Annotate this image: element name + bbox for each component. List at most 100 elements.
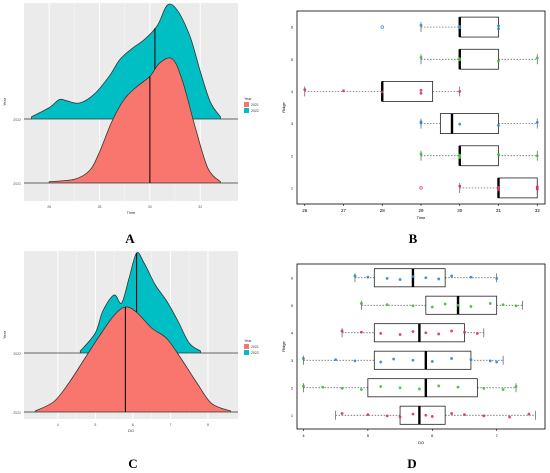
- boxplot-ridge-4-point: [379, 331, 383, 335]
- boxplot-ridge-3-point: [302, 357, 305, 360]
- boxplot-ridge-5-point: [535, 56, 539, 60]
- panel-d: 1 2 3 4 5 6 4 5 6 7 DO Ridge: [275, 248, 550, 453]
- boxplot-ridge-4-point: [360, 330, 363, 334]
- x-tick-label: 26: [47, 205, 51, 209]
- boxplot-ridge-1-point: [458, 184, 462, 188]
- x-tick-label: 4: [57, 423, 59, 427]
- boxplot-ridge-2-point: [398, 386, 402, 390]
- boxplot-ridge-3-point: [535, 120, 539, 124]
- x-tick-label: 27: [341, 208, 347, 213]
- y-tick-label: 2022: [13, 118, 21, 122]
- y-tick-label: 4: [291, 331, 293, 335]
- boxplot-ridge-4-point: [419, 91, 423, 95]
- boxplot-ridge-4-point: [475, 331, 479, 335]
- boxplot-ridge-5-point: [419, 56, 423, 59]
- boxplot-ridge-2-point: [514, 385, 518, 388]
- density-ridge-2021: [34, 306, 231, 413]
- plot-frame: [296, 10, 546, 205]
- boxplot-ridge-5-point: [501, 303, 505, 307]
- boxplot-ridge-2-point: [321, 385, 325, 389]
- x-tick-label: 30: [148, 205, 152, 209]
- boxplot-ridge-2-point: [419, 152, 423, 156]
- boxplot-ridge-1-point: [398, 415, 402, 419]
- boxplot-ridge-5-point: [385, 303, 389, 307]
- boxplot-ridge-6-point: [450, 274, 453, 278]
- y-tick-label: 2: [291, 386, 293, 390]
- boxplot-ridge-4-box: [381, 81, 434, 102]
- legend-title: Year: [244, 339, 252, 343]
- x-tick-label: 32: [535, 208, 541, 213]
- boxplot-ridge-6-point: [497, 24, 500, 28]
- y-tick-label: 2021: [13, 182, 21, 186]
- boxplot-ridge-3-box: [373, 350, 472, 370]
- legend-label-2021: 2021: [251, 103, 259, 107]
- boxplot-ridge-1-point: [430, 415, 434, 418]
- caption-a: A: [125, 231, 135, 246]
- boxplot-ridge-4-point: [458, 90, 462, 93]
- y-tick-label: 6: [291, 276, 293, 280]
- boxplot-ridge-5-point: [411, 304, 415, 308]
- boxplot-ridge-1-point: [411, 412, 415, 416]
- y-axis-title: Year: [2, 330, 7, 339]
- boxplot-chart-time: 1 2 3 4 5 6 26 27 28 29 30 31 32 Time Ridge: [281, 10, 546, 220]
- y-tick-label: 5: [291, 304, 293, 308]
- boxplot-ridge-2-point: [458, 156, 462, 159]
- legend-label-2022: 2022: [251, 351, 259, 355]
- boxplot-ridge-6-point: [437, 277, 441, 281]
- y-axis-title: Year: [2, 97, 7, 106]
- boxplot-ridge-3-point: [430, 360, 434, 363]
- panel-a: 2022 2021 26 28 30 32 Time Year Year 2021 2022: [0, 0, 275, 230]
- boxplot-chart-do: 1 2 3 4 5 6 4 5 6 7 DO Ridge: [281, 263, 546, 445]
- y-tick-label: 4: [291, 90, 293, 94]
- boxplot-ridge-6-outlier: [380, 25, 384, 29]
- boxplot-ridge-1-point: [508, 415, 511, 419]
- boxplot-ridge-6-point: [458, 26, 462, 30]
- boxplot-ridge-1-point: [482, 414, 486, 418]
- x-tick-label: 6: [431, 433, 434, 438]
- boxplot-ridge-6-box: [459, 16, 499, 38]
- boxplot-ridge-5-box: [459, 48, 499, 70]
- boxplot-ridge-2-point: [417, 387, 421, 391]
- boxplot-ridge-3-point: [458, 122, 462, 126]
- boxplot-ridge-2-point: [302, 384, 305, 388]
- legend-title: Year: [244, 97, 252, 101]
- x-axis-title: Time: [417, 215, 427, 220]
- boxplot-ridge-6-point: [497, 27, 500, 31]
- x-tick-label: 4: [302, 433, 305, 438]
- boxplot-ridge-6-point: [419, 23, 423, 27]
- x-tick-label: 5: [367, 433, 370, 438]
- boxplot-ridge-3-point: [353, 359, 357, 363]
- boxplot-ridge-6-point: [385, 276, 389, 280]
- boxplot-ridge-4-point: [437, 332, 441, 336]
- boxplot-ridge-1-point: [385, 414, 389, 418]
- boxplot-ridge-6-box: [373, 268, 446, 288]
- legend-swatch-2021: [244, 102, 249, 107]
- boxplot-ridge-2-box: [367, 378, 478, 398]
- boxplot-ridge-6-point: [469, 275, 473, 279]
- boxplot-ridge-5-point: [497, 59, 500, 63]
- x-tick-label: 28: [98, 205, 102, 209]
- boxplot-ridge-6-point: [366, 275, 370, 279]
- boxplot-ridge-3-box: [439, 113, 499, 134]
- boxplot-ridge-2-point: [340, 386, 344, 390]
- boxplot-ridge-5-point: [488, 302, 492, 305]
- boxplot-ridge-3-point: [419, 121, 423, 125]
- boxplot-ridge-2-point: [456, 385, 460, 389]
- boxplot-ridge-5-point: [456, 303, 460, 307]
- y-tick-label: 2021: [13, 411, 21, 415]
- boxplot-ridge-4-point: [340, 329, 344, 333]
- y-tick-label: 3: [291, 359, 293, 363]
- boxplot-ridge-2-point: [437, 384, 441, 388]
- y-tick-label: 5: [291, 58, 293, 62]
- boxplot-ridge-1-box: [399, 405, 446, 425]
- caption-b: B: [408, 231, 418, 246]
- boxplot-ridge-2-point: [497, 153, 500, 156]
- boxplot-ridge-4-point: [303, 88, 307, 92]
- boxplot-ridge-1-point: [366, 413, 370, 417]
- x-tick-label: 32: [198, 205, 202, 209]
- boxplot-ridge-2-point: [482, 386, 486, 390]
- boxplot-ridge-4-point: [450, 329, 453, 333]
- boxplot-ridge-3-point: [495, 360, 499, 364]
- boxplot-ridge-6-point: [424, 276, 428, 280]
- boxplot-ridge-4-point: [342, 89, 345, 93]
